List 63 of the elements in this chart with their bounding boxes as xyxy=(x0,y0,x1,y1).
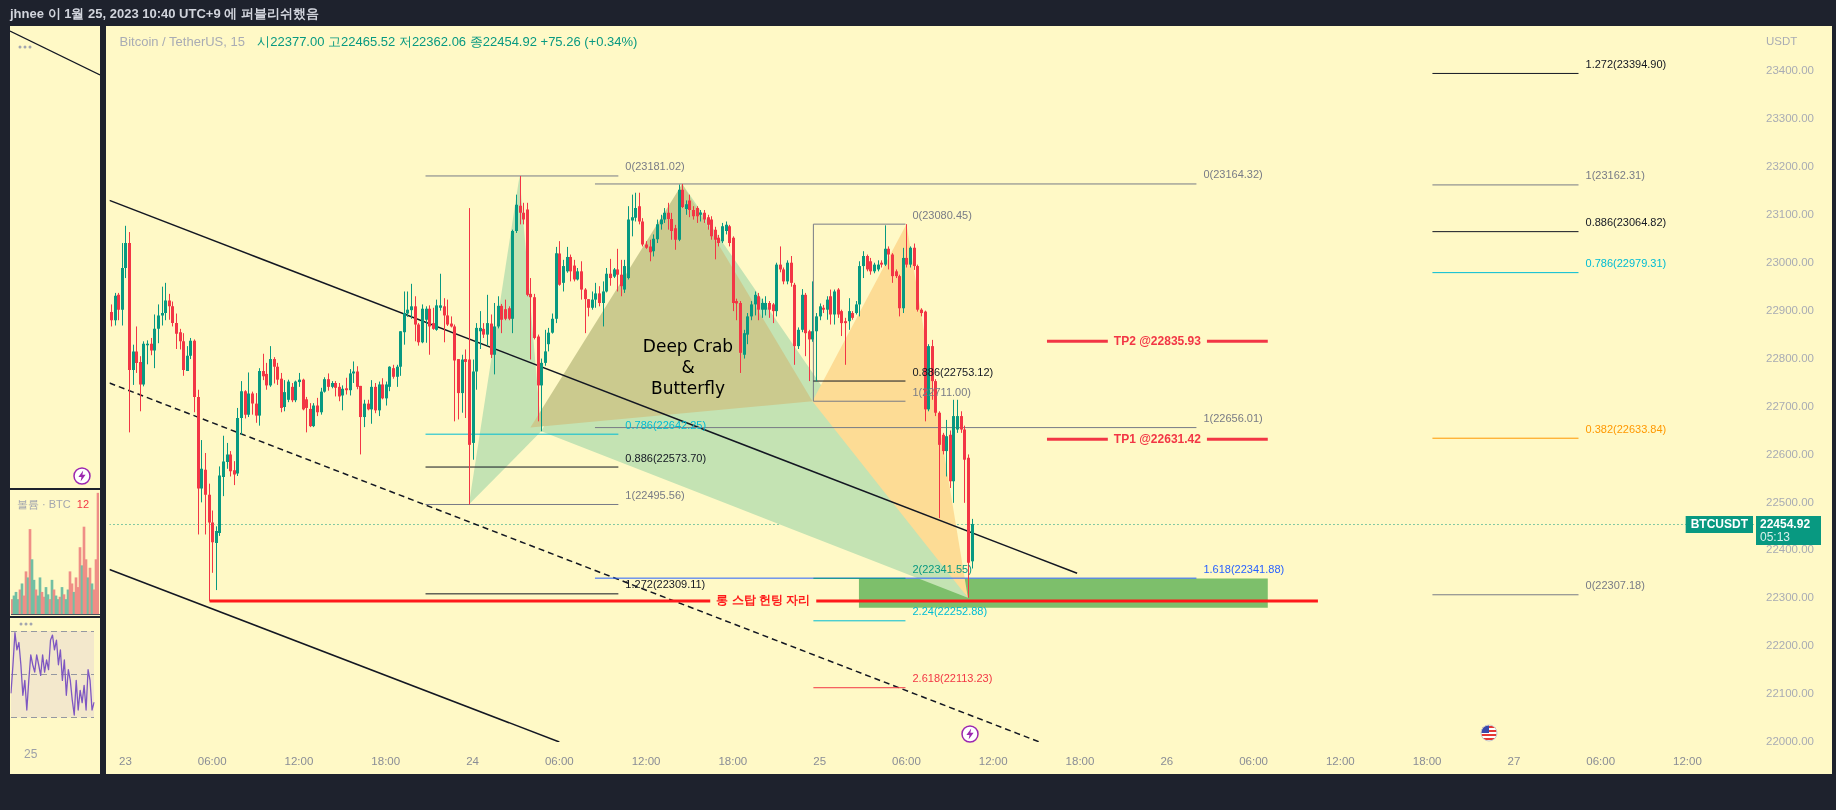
x-tick-label: 06:00 xyxy=(197,755,227,768)
y-tick-label: 22600.00 xyxy=(1766,447,1814,460)
series-label: 2.24(22252.88) xyxy=(912,605,988,618)
x-tick-label: 06:00 xyxy=(892,755,921,768)
y-tick-label: 22900.00 xyxy=(1766,303,1814,316)
x-tick-label: 23 xyxy=(119,755,132,768)
y-tick-label: 22000.00 xyxy=(1766,735,1814,748)
x-tick-label: 12:00 xyxy=(1325,755,1355,768)
x-tick-label: 24 xyxy=(466,755,480,768)
series-label: 1(22656.01) xyxy=(1203,412,1263,425)
x-tick-label: 25 xyxy=(813,755,827,768)
annotation: TP1 @22631.42 xyxy=(1113,431,1202,446)
annotation: TP2 @22835.93 xyxy=(1113,333,1202,348)
y-tick-label: 22100.00 xyxy=(1766,687,1814,700)
series-label: 1(22495.56) xyxy=(625,489,685,502)
x-tick-label: 18:00 xyxy=(718,755,748,768)
series-label: 0.786(22979.31) xyxy=(1585,257,1667,270)
series-label: 1(23162.31) xyxy=(1585,169,1645,182)
x-tick-label: 26 xyxy=(1160,755,1174,768)
y-tick-label: 23000.00 xyxy=(1766,255,1814,268)
ref-line-label: BTCUSDT xyxy=(1690,517,1749,532)
y-tick-label: 22300.00 xyxy=(1766,591,1814,604)
text: jhnee 이 1월 25, 2023 10:40 UTC+9 에 퍼블리쉬했음 xyxy=(10,5,319,23)
annotation: 롱 스탑 헌팅 자리 xyxy=(716,593,811,608)
x-tick-label: 18:00 xyxy=(1412,755,1442,768)
y-tick-label: 23300.00 xyxy=(1766,112,1814,125)
x-tick-label: 12:00 xyxy=(978,755,1008,768)
y-tick-label: 23200.00 xyxy=(1766,160,1814,173)
y-tick-label: 22700.00 xyxy=(1766,399,1814,412)
x-tick-label: 06:00 xyxy=(1239,755,1268,768)
series-label: 0(23181.02) xyxy=(625,160,685,173)
series-label: 1.618(22341.88) xyxy=(1203,562,1285,575)
x-tick-label: 18:00 xyxy=(371,755,401,768)
series-label: 0.886(23064.82) xyxy=(1585,216,1667,229)
series-label: 2.618(22113.23) xyxy=(912,672,993,685)
x-tick-label: 12:00 xyxy=(1673,755,1702,768)
annotation: Deep Crab & Butterfly xyxy=(642,336,734,399)
y-tick-label: 22800.00 xyxy=(1766,351,1814,364)
y-tick-label: 22200.00 xyxy=(1766,639,1814,652)
y-tick-label: 22500.00 xyxy=(1766,495,1814,508)
x-tick-label: 06:00 xyxy=(1586,755,1616,768)
series-label: 0(22307.18) xyxy=(1585,579,1645,592)
x-tick-label: 27 xyxy=(1507,755,1521,768)
text: 22454.92 xyxy=(1760,517,1811,532)
chart-title: Bitcoin / TetherUS, 15 xyxy=(119,33,245,49)
y-tick-label: 23100.00 xyxy=(1766,207,1814,220)
y-axis-title: USDT xyxy=(1766,35,1798,48)
series-label: 0(23080.45) xyxy=(912,208,972,221)
series-label: 0(23164.32) xyxy=(1203,168,1263,181)
x-tick-label: 06:00 xyxy=(544,755,574,768)
annotation: 12 xyxy=(76,498,90,511)
x-tick-label: 12:00 xyxy=(631,755,661,768)
text: 05:13 xyxy=(1760,530,1791,545)
y-tick-label: 22400.00 xyxy=(1766,543,1814,556)
series-label: 1.272(22309.11) xyxy=(625,578,706,591)
series-label: 0.382(22633.84) xyxy=(1585,422,1667,435)
series-label: 0.886(22573.70) xyxy=(625,451,707,464)
x-tick-label: 12:00 xyxy=(284,755,314,768)
x-tick-label: 18:00 xyxy=(1065,755,1095,768)
text: 볼륨 · BTC xyxy=(17,498,71,511)
chart-subtitle: 시22377.00 고22465.52 저22362.06 종22454.92 +75.26 (+0.34%) xyxy=(257,33,638,49)
series-label: 1.272(23394.90) xyxy=(1585,57,1667,70)
y-tick-label: 23400.00 xyxy=(1766,64,1814,77)
